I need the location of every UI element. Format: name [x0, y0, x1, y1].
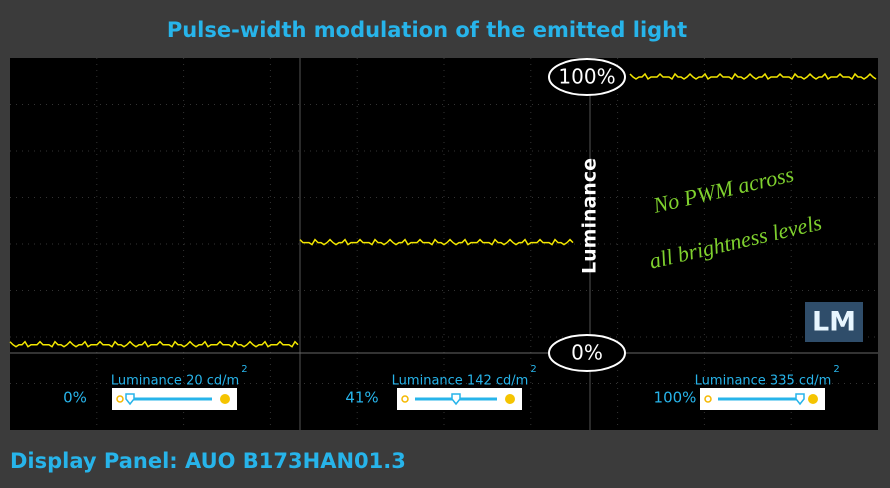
slider-knob — [795, 393, 805, 406]
brightness: 41% — [345, 389, 378, 407]
title: Pulse-width modulation of the emitted li… — [167, 18, 687, 42]
slider-knob — [451, 393, 461, 406]
footer: Display Panel: AUO B173HAN01.3 — [10, 449, 406, 473]
label-ring — [548, 58, 626, 96]
unit-power: 2 — [833, 364, 839, 375]
unit-power: 2 — [530, 364, 536, 375]
sun-big — [505, 394, 515, 404]
brightness: 100% — [654, 389, 697, 407]
luminance: Luminance 142 cd/m — [392, 374, 529, 389]
slider-knob — [125, 393, 135, 406]
level-label: 100% — [558, 65, 615, 89]
sun-big — [808, 394, 818, 404]
sun-small — [116, 395, 124, 403]
trace — [9, 340, 299, 348]
logo: LM — [812, 307, 856, 338]
label-ring — [548, 334, 626, 372]
axis-label: Luminance — [579, 158, 601, 274]
luminance: Luminance 335 cd/m — [695, 374, 832, 389]
sun-small — [401, 395, 409, 403]
brightness: 0% — [63, 389, 87, 407]
logo-box — [805, 302, 863, 342]
sun-small — [704, 395, 712, 403]
sun-big — [220, 394, 230, 404]
luminance: Luminance 20 cd/m — [111, 374, 239, 389]
trace — [299, 238, 574, 246]
trace — [629, 72, 877, 81]
unit-power: 2 — [241, 364, 247, 375]
level-label: 0% — [571, 341, 603, 365]
